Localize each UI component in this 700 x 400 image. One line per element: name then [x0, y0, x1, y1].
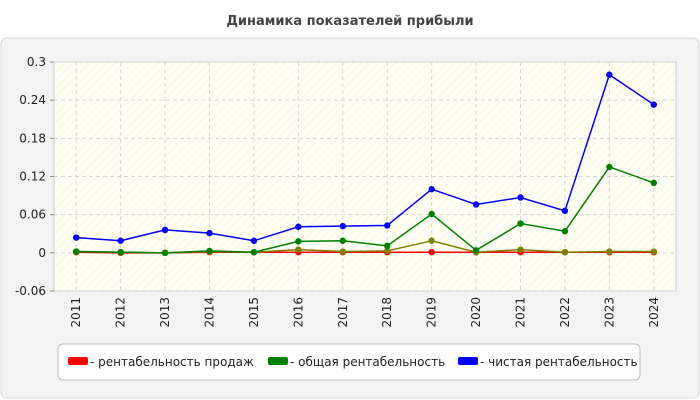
data-point	[117, 248, 124, 256]
x-axis-ticks: 2011 2012 2013 2014 2015 2016 2017 2018 2019 2020…	[69, 297, 661, 328]
legend-swatch	[268, 357, 288, 365]
x-tick-label: 2012	[114, 297, 128, 328]
x-tick-label: 2019	[425, 297, 439, 328]
data-point	[650, 248, 657, 255]
chart-title: Динамика показателей прибыли	[226, 14, 473, 29]
series-line	[76, 73, 655, 242]
legend-swatch	[458, 357, 478, 365]
data-point	[650, 101, 657, 108]
data-point	[73, 248, 80, 255]
data-point	[384, 222, 391, 229]
x-tick-label: 2016	[291, 297, 305, 328]
data-point	[650, 179, 657, 187]
legend-label: - чистая рентабельность	[480, 355, 638, 369]
legend-box	[57, 343, 641, 381]
data-point	[606, 163, 613, 171]
x-tick-label: 2021	[514, 297, 528, 328]
x-tick-label: 2017	[336, 297, 350, 328]
data-point	[117, 237, 124, 244]
y-tick-label: 0.3	[27, 55, 46, 69]
data-point	[250, 237, 258, 244]
legend-swatch	[68, 357, 88, 365]
data-point	[339, 237, 346, 244]
data-point	[206, 247, 213, 255]
series-line	[76, 166, 655, 254]
data-point	[206, 229, 213, 237]
legend-label: - общая рентабельность	[290, 355, 445, 369]
data-point	[561, 248, 569, 256]
y-axis-ticks: 0.3 0.24 0.18 0.12 0.06 0 -0.06	[15, 55, 46, 298]
x-tick-label: 2015	[247, 297, 261, 328]
data-point	[606, 248, 613, 255]
data-point	[250, 248, 258, 256]
data-point	[339, 248, 346, 255]
data-point	[561, 228, 569, 235]
data-point	[561, 207, 569, 215]
legend: - рентабельность продаж - общая рентабель…	[57, 343, 641, 381]
x-tick-label: 2024	[647, 297, 661, 328]
y-tick-label: 0.06	[19, 208, 46, 222]
x-tick-label: 2014	[203, 297, 217, 328]
x-tick-label: 2020	[469, 297, 483, 328]
data-point	[295, 238, 302, 245]
data-point	[472, 247, 480, 254]
x-tick-label: 2018	[380, 297, 394, 328]
legend-label: - рентабельность продаж	[90, 355, 254, 369]
data-point	[428, 248, 435, 256]
data-point	[606, 71, 613, 78]
data-point	[161, 249, 169, 257]
data-point	[428, 237, 435, 244]
data-point	[339, 222, 346, 230]
x-tick-label: 2023	[602, 297, 616, 328]
data-point	[428, 186, 435, 193]
data-point	[384, 242, 391, 250]
y-tick-label: 0.18	[19, 131, 46, 145]
x-tick-label: 2013	[158, 297, 172, 328]
y-tick-label: 0.24	[19, 93, 46, 107]
data-point	[295, 246, 302, 253]
data-point	[161, 226, 169, 234]
data-point	[517, 220, 524, 227]
data-point	[472, 201, 480, 208]
data-point	[517, 246, 524, 253]
x-tick-label: 2022	[558, 297, 572, 328]
y-tick-label: 0	[38, 246, 46, 260]
data-point	[428, 210, 435, 218]
data-point	[73, 234, 80, 241]
y-tick-label: -0.06	[15, 284, 46, 298]
series-lines	[73, 71, 657, 257]
x-tick-label: 2011	[69, 297, 83, 328]
y-tick-label: 0.12	[19, 170, 46, 184]
data-point	[517, 194, 524, 201]
data-point	[295, 223, 302, 230]
data-point	[384, 247, 391, 255]
